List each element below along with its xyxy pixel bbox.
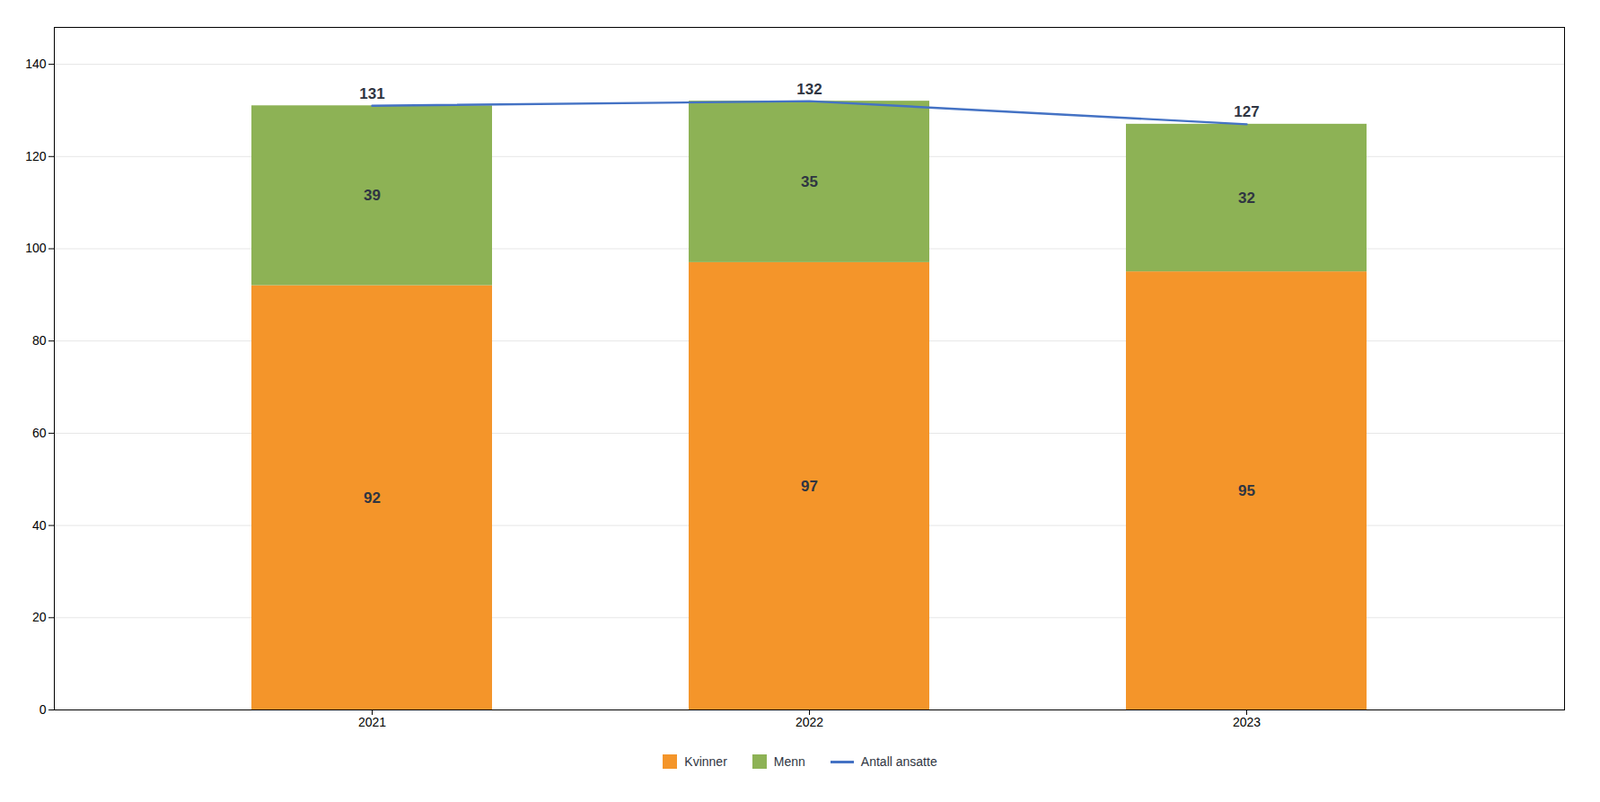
svg-text:132: 132 (796, 80, 822, 98)
svg-text:140: 140 (25, 56, 47, 71)
svg-text:120: 120 (25, 149, 47, 164)
svg-text:39: 39 (363, 186, 381, 204)
svg-text:20: 20 (32, 609, 47, 625)
svg-text:2021: 2021 (358, 714, 387, 730)
svg-text:40: 40 (32, 518, 47, 533)
svg-text:100: 100 (25, 240, 47, 255)
svg-text:95: 95 (1238, 482, 1256, 500)
svg-text:97: 97 (800, 477, 818, 495)
svg-text:35: 35 (800, 173, 818, 191)
svg-text:0: 0 (39, 702, 47, 717)
svg-text:92: 92 (363, 489, 381, 507)
svg-text:127: 127 (1233, 103, 1259, 121)
svg-text:32: 32 (1238, 189, 1256, 207)
svg-text:60: 60 (32, 425, 47, 440)
svg-text:80: 80 (32, 333, 47, 348)
html-text:Kvinner: Kvinner (684, 754, 728, 769)
html-text:Menn: Menn (773, 754, 806, 769)
html-text:Antall ansatte: Antall ansatte (860, 754, 938, 769)
svg-text:2022: 2022 (795, 714, 824, 730)
svg-text:131: 131 (359, 85, 385, 103)
svg-text:2023: 2023 (1232, 714, 1261, 730)
